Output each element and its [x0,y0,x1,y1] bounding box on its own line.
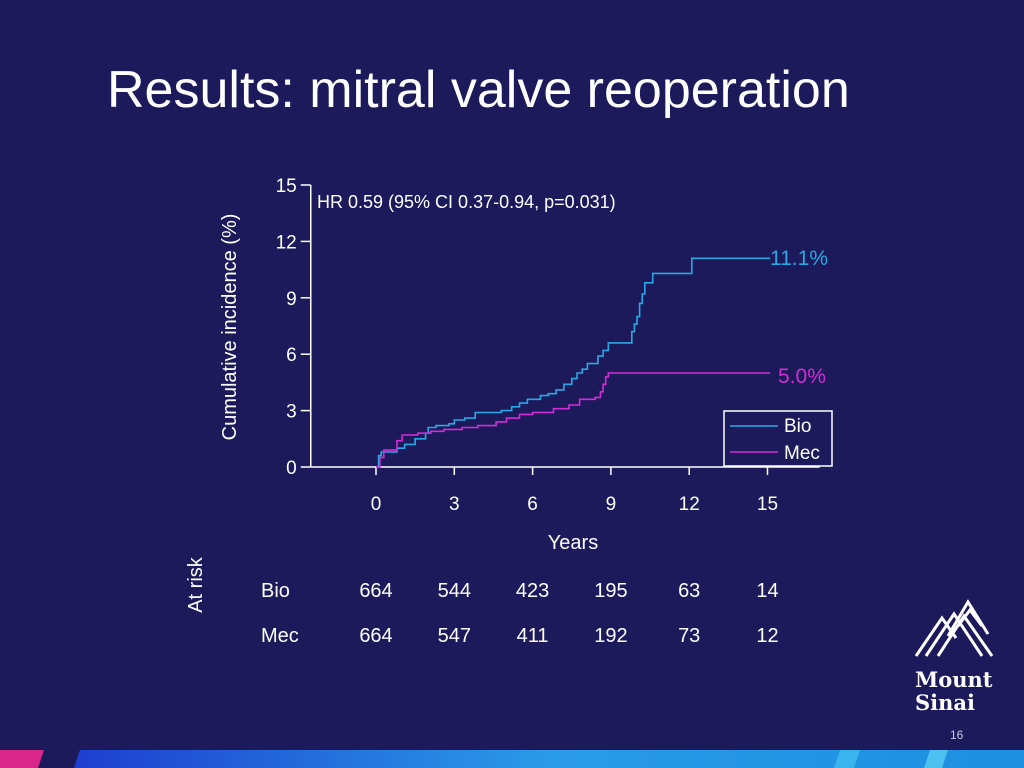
x-tick-label: 3 [449,494,460,515]
end-label-bio: 11.1% [770,247,828,270]
y-axis-label: Cumulative incidence (%) [219,214,241,441]
logo-text-sinai: Sinai [915,690,975,715]
hazard-ratio-annotation: HR 0.59 (95% CI 0.37-0.94, p=0.031) [317,192,616,212]
at-risk-cell: 664 [359,580,393,602]
legend-label-bio: Bio [784,416,811,437]
series-line-mec [376,372,771,468]
x-tick-label: 15 [757,494,778,515]
series-line-bio [376,257,771,468]
at-risk-cell: 12 [756,625,779,647]
legend-box [723,410,833,467]
x-tick-label: 9 [606,494,617,515]
end-label-mec: 5.0% [778,365,826,388]
x-tick-label: 0 [371,494,382,515]
chart-legend: Bio Mec [723,410,833,467]
y-tick-label: 3 [286,402,297,423]
at-risk-row-label: Bio [261,580,290,602]
at-risk-cell: 547 [437,625,471,647]
at-risk-cell: 664 [359,625,393,647]
slide-number: 16 [950,728,964,742]
mount-sinai-logo-icon [914,599,994,657]
x-axis-label: Years [548,532,598,554]
slide-title: Results: mitral valve reoperation [107,61,850,119]
x-tick-label: 6 [527,494,538,515]
at-risk-cell: 14 [756,580,779,602]
at-risk-cell: 544 [437,580,471,602]
at-risk-row-label: Mec [261,625,299,647]
cumulative-incidence-chart: 0 3 6 9 12 15 0 3 6 9 12 15 HR 0.59 (95% CI 0.37-0.… [219,176,833,554]
at-risk-label: At risk [185,557,207,613]
y-tick-label: 0 [286,458,297,479]
at-risk-cell: 192 [594,625,628,647]
y-tick-label: 6 [286,345,297,366]
chart-axes: 0 3 6 9 12 15 0 3 6 9 12 15 [276,176,820,515]
y-tick-label: 12 [276,232,297,253]
x-tick-label: 12 [679,494,700,515]
logo-text-mount: Mount [915,667,993,692]
y-tick-label: 15 [276,176,297,197]
at-risk-cell: 423 [515,580,550,602]
bottom-decorative-bar [0,750,1024,768]
at-risk-cell: 195 [594,580,628,602]
at-risk-cell: 63 [678,580,701,602]
legend-label-mec: Mec [784,443,820,464]
at-risk-cell: 411 [516,625,549,647]
at-risk-cell: 73 [678,625,701,647]
y-tick-label: 9 [286,289,297,310]
chart-series [376,257,771,468]
